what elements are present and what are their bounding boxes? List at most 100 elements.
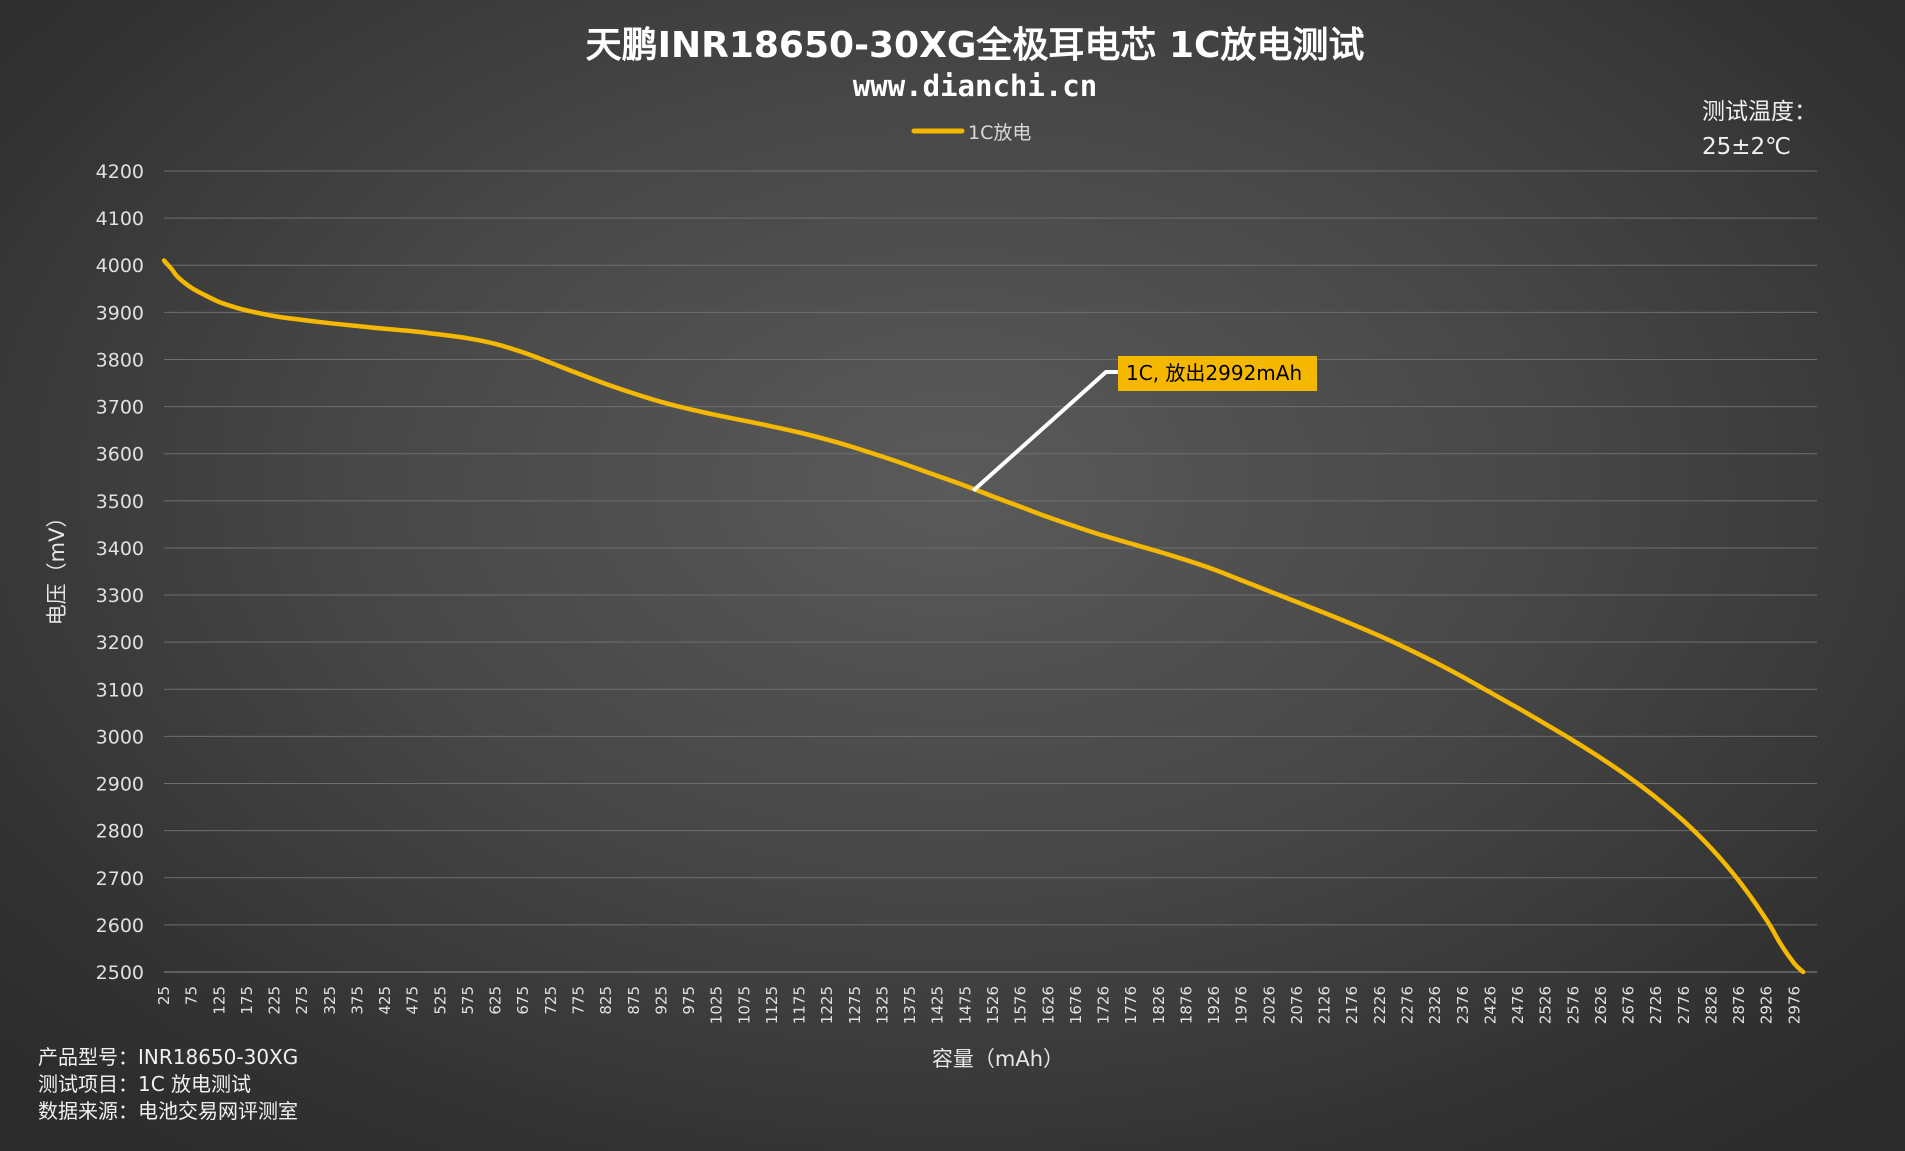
temperature-note-line1: 测试温度： [1702, 99, 1817, 125]
x-tick-label: 2426 [1481, 986, 1499, 1024]
y-tick-label: 4100 [96, 208, 144, 230]
x-tick-label: 75 [183, 986, 201, 1005]
x-tick-label: 1626 [1039, 986, 1057, 1024]
x-axis-ticks: 25 75 125 175 225 275 325 375 425 475 525 575 625 675… [155, 986, 1803, 1024]
y-tick-label: 3300 [96, 585, 144, 607]
x-tick-label: 1225 [818, 986, 836, 1024]
x-tick-label: 525 [431, 986, 449, 1015]
x-tick-label: 1676 [1067, 986, 1085, 1024]
annotation-box [1118, 356, 1317, 391]
y-tick-label: 2600 [96, 915, 144, 937]
x-tick-label: 1876 [1177, 986, 1195, 1024]
y-tick-label: 3500 [96, 491, 144, 513]
chart-title: 天鹏INR18650-30XG全极耳电芯 1C放电测试 [586, 24, 1365, 66]
x-tick-label: 1375 [901, 986, 919, 1024]
x-tick-label: 2976 [1785, 986, 1803, 1024]
x-tick-label: 1976 [1233, 986, 1251, 1024]
y-tick-label: 4000 [96, 255, 144, 277]
x-tick-label: 2826 [1702, 986, 1720, 1024]
x-tick-label: 2876 [1730, 986, 1748, 1024]
x-tick-label: 1175 [791, 986, 809, 1024]
x-tick-label: 25 [155, 986, 173, 1005]
series-layer [161, 258, 1806, 975]
x-tick-label: 975 [680, 986, 698, 1015]
x-tick-label: 925 [652, 986, 670, 1015]
x-tick-label: 875 [625, 986, 643, 1015]
y-axis-ticks: 2500 2600 2700 2800 2900 3000 3100 3200 3300 3400… [96, 161, 144, 984]
x-tick-label: 2376 [1454, 986, 1472, 1024]
x-tick-label: 2126 [1316, 986, 1334, 1024]
x-tick-label: 2926 [1758, 986, 1776, 1024]
x-tick-label: 275 [293, 986, 311, 1015]
x-tick-label: 1726 [1095, 986, 1113, 1024]
y-axis-label: 电压（mV） [45, 507, 69, 626]
x-tick-label: 2226 [1371, 986, 1389, 1024]
x-tick-label: 2076 [1288, 986, 1306, 1024]
x-tick-label: 2576 [1564, 986, 1582, 1024]
x-tick-label: 375 [348, 986, 366, 1015]
x-tick-label: 1125 [763, 986, 781, 1024]
footer-source: 数据来源：电池交易网评测室 [38, 1099, 298, 1123]
x-tick-label: 475 [404, 986, 422, 1015]
legend-label: 1C放电 [968, 122, 1031, 144]
annotation-text: 1C, 放出2992mAh [1126, 361, 1302, 385]
x-tick-label: 2026 [1260, 986, 1278, 1024]
y-tick-label: 2700 [96, 868, 144, 890]
x-tick-label: 1075 [735, 986, 753, 1024]
x-tick-label: 225 [266, 986, 284, 1015]
x-tick-label: 1526 [984, 986, 1002, 1024]
chart-subtitle: www.dianchi.cn [853, 69, 1097, 103]
x-tick-label: 1025 [708, 986, 726, 1024]
y-tick-label: 3800 [96, 349, 144, 371]
annotation: 1C, 放出2992mAh [972, 356, 1317, 492]
x-tick-label: 2476 [1509, 986, 1527, 1024]
x-tick-label: 1325 [873, 986, 891, 1024]
x-tick-label: 2276 [1398, 986, 1416, 1024]
y-tick-label: 2800 [96, 821, 144, 843]
footer: 产品型号：INR18650-30XG 测试项目：1C 放电测试 数据来源：电池交… [38, 1045, 298, 1123]
x-tick-label: 1275 [846, 986, 864, 1024]
x-tick-label: 775 [569, 986, 587, 1015]
x-tick-label: 1425 [929, 986, 947, 1024]
y-tick-label: 3000 [96, 726, 144, 748]
annotation-leader-line [972, 370, 1118, 492]
x-tick-label: 1475 [956, 986, 974, 1024]
footer-test-item: 测试项目：1C 放电测试 [38, 1072, 251, 1096]
legend: 1C放电 [911, 122, 1031, 144]
y-tick-label: 3700 [96, 397, 144, 419]
x-tick-label: 2676 [1620, 986, 1638, 1024]
y-tick-label: 2500 [96, 962, 144, 984]
x-tick-label: 2176 [1343, 986, 1361, 1024]
footer-model: 产品型号：INR18650-30XG [38, 1045, 298, 1069]
x-tick-label: 2626 [1592, 986, 1610, 1024]
x-tick-label: 425 [376, 986, 394, 1015]
x-tick-label: 1926 [1205, 986, 1223, 1024]
x-tick-label: 2726 [1647, 986, 1665, 1024]
x-tick-label: 2526 [1537, 986, 1555, 1024]
x-tick-label: 175 [238, 986, 256, 1015]
y-tick-label: 3900 [96, 302, 144, 324]
x-tick-label: 2776 [1675, 986, 1693, 1024]
x-tick-label: 825 [597, 986, 615, 1015]
x-tick-label: 325 [321, 986, 339, 1015]
series-line-1c-discharge [161, 258, 1806, 975]
x-tick-label: 2326 [1426, 986, 1444, 1024]
y-tick-label: 3400 [96, 538, 144, 560]
y-tick-label: 3600 [96, 444, 144, 466]
temperature-note: 测试温度： 25±2℃ [1702, 99, 1817, 160]
temperature-note-line2: 25±2℃ [1702, 134, 1791, 160]
y-tick-label: 2900 [96, 774, 144, 796]
x-axis-label: 容量（mAh） [932, 1047, 1064, 1071]
x-tick-label: 725 [542, 986, 560, 1015]
x-tick-label: 125 [210, 986, 228, 1015]
x-tick-label: 675 [514, 986, 532, 1015]
y-tick-label: 3100 [96, 679, 144, 701]
x-tick-label: 1576 [1012, 986, 1030, 1024]
y-tick-label: 4200 [96, 161, 144, 183]
x-tick-label: 625 [487, 986, 505, 1015]
x-tick-label: 575 [459, 986, 477, 1015]
y-tick-label: 3200 [96, 632, 144, 654]
gridlines [164, 170, 1817, 973]
x-tick-label: 1826 [1150, 986, 1168, 1024]
